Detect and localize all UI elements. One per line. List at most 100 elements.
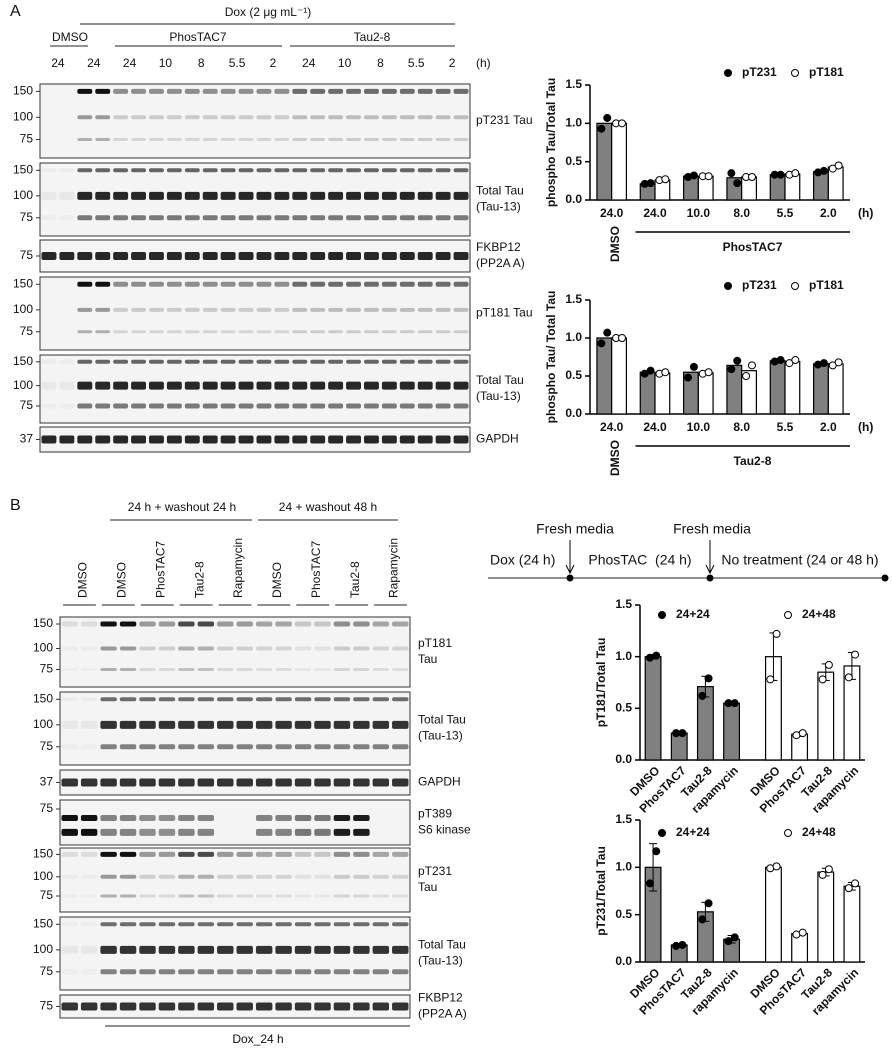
blot-label: (Tau-13) — [418, 729, 463, 743]
band — [77, 168, 93, 173]
band — [274, 307, 290, 312]
band — [184, 215, 200, 221]
band — [80, 720, 98, 729]
band — [42, 404, 57, 409]
band — [435, 191, 451, 200]
group-label: PhosTAC7 — [723, 240, 783, 254]
data-point — [652, 651, 661, 660]
band — [149, 330, 164, 334]
band — [453, 88, 469, 94]
band — [202, 138, 218, 141]
band — [217, 646, 234, 651]
band — [184, 252, 200, 260]
band — [113, 168, 129, 173]
band — [41, 191, 57, 200]
band — [328, 115, 344, 120]
band — [184, 115, 200, 120]
band — [364, 435, 379, 444]
band — [372, 1002, 390, 1011]
band — [314, 697, 331, 702]
band — [255, 969, 273, 975]
band — [178, 922, 195, 927]
band — [314, 621, 331, 627]
band — [59, 168, 74, 172]
band — [139, 621, 156, 627]
band — [333, 621, 351, 627]
band — [119, 646, 137, 651]
data-point — [834, 161, 843, 170]
blot-strip — [59, 799, 411, 846]
band — [220, 403, 236, 409]
lane-label: DMSO — [270, 562, 284, 598]
band — [158, 874, 176, 879]
band — [100, 646, 117, 651]
bar — [827, 166, 844, 201]
band — [178, 778, 195, 787]
band — [372, 945, 390, 954]
band — [77, 403, 93, 409]
band — [236, 874, 253, 879]
band — [328, 88, 344, 94]
band — [238, 88, 254, 94]
band — [80, 646, 98, 651]
group-label: DMSO — [52, 30, 88, 44]
band — [80, 621, 98, 627]
mw-marker: 150 — [13, 84, 33, 98]
mw-marker: 75 — [20, 398, 34, 412]
legend-marker — [791, 282, 799, 290]
band — [131, 330, 146, 334]
band — [294, 646, 312, 651]
band — [197, 621, 215, 627]
lane-label: 5.5 — [408, 56, 425, 70]
band — [453, 215, 469, 221]
band — [184, 281, 200, 287]
band — [95, 168, 111, 173]
band — [310, 115, 326, 120]
band — [256, 307, 272, 312]
band — [184, 307, 200, 312]
header: 24 h + washout 24 h — [128, 500, 236, 514]
data-point — [698, 691, 707, 700]
data-point — [704, 172, 713, 181]
band — [149, 215, 164, 221]
band — [333, 945, 351, 954]
x-tick-label: 24.0 — [600, 206, 624, 220]
band — [292, 115, 308, 120]
band — [275, 744, 292, 750]
band — [399, 138, 415, 141]
band — [314, 945, 331, 954]
band — [417, 403, 433, 409]
mw-marker: 75 — [40, 964, 54, 978]
band — [417, 215, 433, 221]
band — [353, 668, 370, 671]
band — [314, 668, 331, 671]
band — [333, 646, 351, 651]
band — [353, 744, 370, 750]
band — [217, 668, 234, 671]
band — [392, 646, 409, 651]
band — [353, 828, 370, 836]
band — [256, 403, 272, 409]
arrow — [565, 540, 575, 575]
band — [59, 381, 75, 390]
band — [255, 668, 273, 671]
band — [275, 815, 292, 821]
legend-marker — [658, 829, 666, 837]
band — [275, 874, 292, 879]
band — [217, 945, 234, 954]
band — [59, 404, 74, 409]
band — [292, 138, 308, 141]
band — [346, 191, 361, 200]
band — [149, 359, 164, 364]
data-point — [791, 356, 800, 365]
band — [62, 744, 78, 749]
band — [178, 828, 195, 836]
band — [435, 252, 451, 260]
band — [453, 307, 469, 312]
band — [139, 945, 156, 954]
band — [435, 115, 451, 120]
band — [372, 646, 390, 651]
band — [275, 828, 292, 836]
band — [364, 138, 379, 141]
band — [238, 381, 254, 390]
